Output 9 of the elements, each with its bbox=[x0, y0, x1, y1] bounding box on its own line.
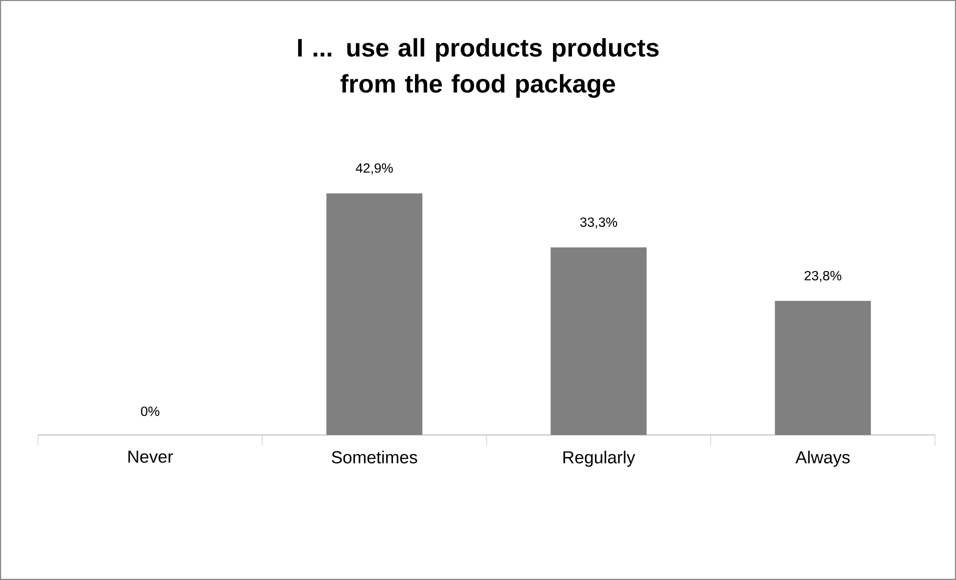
chart-title: I ... use all products products from the food package bbox=[298, 38, 659, 98]
x-tick-label: Always bbox=[795, 450, 850, 467]
data-label: 23,8% bbox=[804, 270, 842, 282]
x-tick-label: Sometimes bbox=[332, 450, 418, 464]
x-tick-label: Regularly bbox=[563, 450, 636, 467]
data-label: 42,9% bbox=[356, 163, 393, 174]
data-label: 33,3% bbox=[580, 217, 618, 228]
data-label: 0% bbox=[141, 406, 160, 416]
x-tick-label: Never bbox=[128, 450, 173, 463]
